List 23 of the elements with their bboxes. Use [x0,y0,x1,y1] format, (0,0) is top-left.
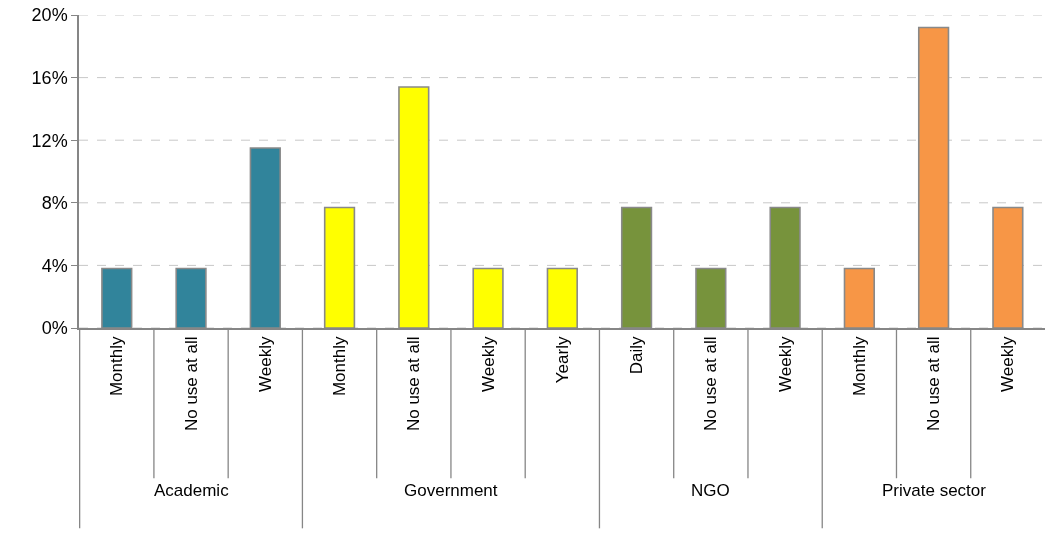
x-tick-label: Weekly [478,336,498,392]
y-tick-label: 12% [31,130,68,151]
x-tick-label: No use at all [181,336,201,432]
x-tick-label: Weekly [775,336,795,392]
text: NGO [691,481,730,500]
x-tick-label: No use at all [404,336,424,432]
y-tick-label: 4% [41,255,68,276]
x-tick-label: Monthly [107,336,127,397]
x-tick-label: Weekly [998,336,1018,392]
y-tick-label: 8% [41,193,68,214]
x-tick-label: No use at all [701,336,721,432]
y-tick-label: 0% [41,318,68,339]
x-tick-label: Weekly [255,336,275,392]
x-tick-label: No use at all [924,336,944,432]
y-tick-label: 16% [31,67,68,88]
x-tick-label: Yearly [552,336,572,384]
text: Academic [154,481,230,500]
y-tick-label: 20% [31,5,68,26]
text: Government [404,481,498,500]
x-tick-label: Monthly [849,336,869,397]
x-tick-label: Monthly [330,336,350,397]
x-tick-label: Daily [627,336,647,375]
text: Private sector [882,481,987,500]
